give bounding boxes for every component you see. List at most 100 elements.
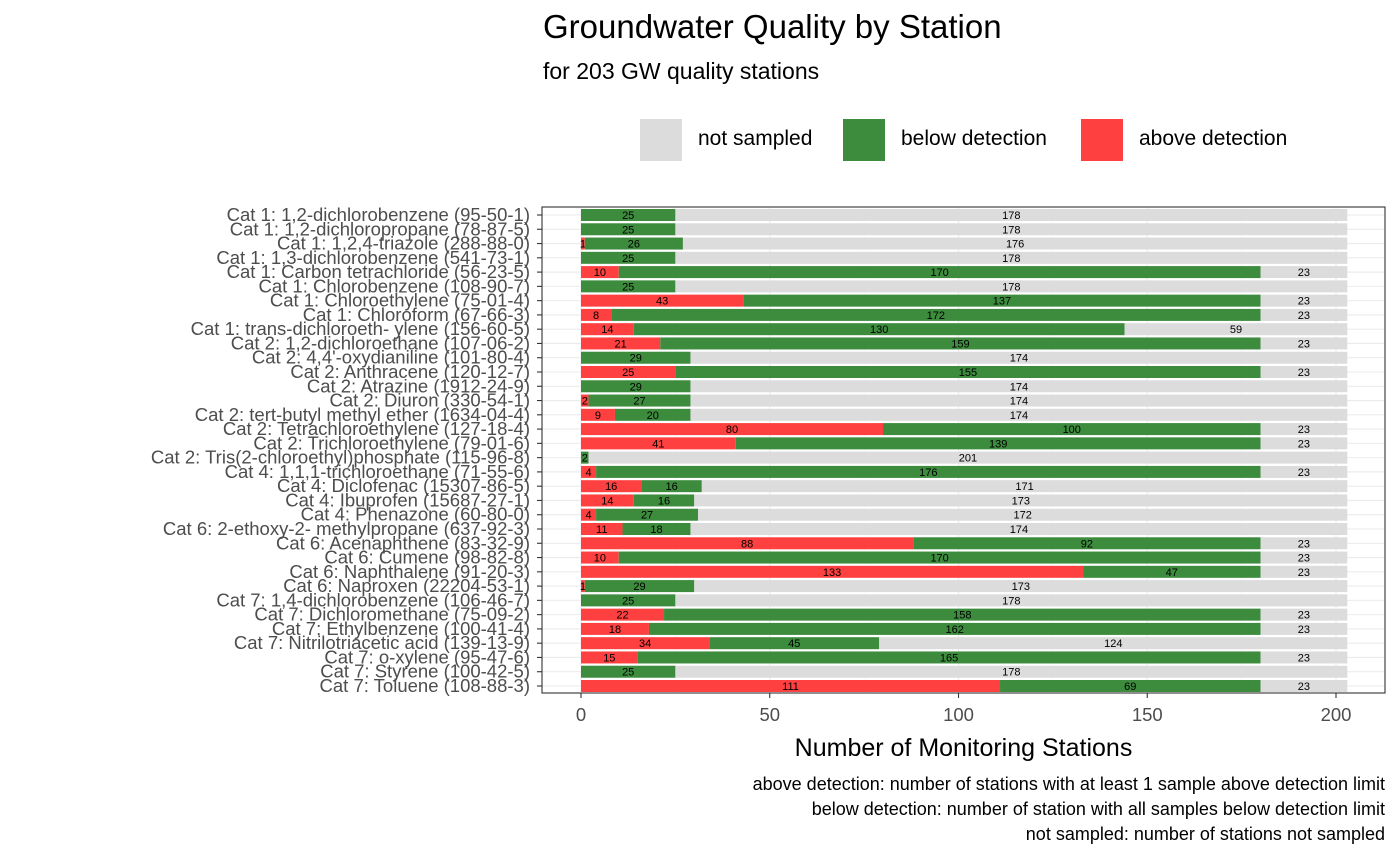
y-tick-label: Cat 7: 1,4-dichlorobenzene (106-46-7) (216, 589, 530, 610)
data-label-not-sampled: 178 (1002, 281, 1020, 293)
data-label-below-detection: 25 (622, 253, 634, 265)
x-tick-label: 200 (1321, 704, 1352, 725)
data-label-above-detection: 9 (595, 410, 601, 422)
bar-not-sampled (675, 665, 1348, 678)
bar-below-detection (581, 380, 691, 393)
data-label-below-detection: 172 (927, 310, 945, 322)
data-label-below-detection: 100 (1063, 424, 1081, 436)
bar-below-detection (641, 480, 702, 493)
bar-not-sampled (1260, 465, 1348, 478)
y-tick-label: Cat 2: Trichloroethylene (79-01-6) (253, 432, 530, 453)
bar-above-detection (581, 394, 589, 407)
y-tick-label: Cat 4: Diclofenac (15307-86-5) (277, 475, 530, 496)
bar-below-detection (588, 394, 691, 407)
data-label-not-sampled: 173 (1012, 495, 1030, 507)
legend-swatch-above-detection (1081, 119, 1123, 161)
y-tick-label: Cat 7: Dichloromethane (75-09-2) (254, 604, 530, 625)
bar-below-detection (618, 551, 1261, 564)
bar-not-sampled (675, 223, 1348, 236)
bar-not-sampled (675, 209, 1348, 221)
data-label-below-detection: 130 (870, 324, 888, 336)
y-tick-label: Cat 1: Chloroethylene (75-01-4) (270, 290, 530, 311)
data-label-not-sampled: 172 (1013, 510, 1031, 522)
legend-label-not-sampled: not sampled (698, 127, 813, 150)
data-label-above-detection: 88 (741, 538, 753, 550)
data-label-not-sampled: 23 (1298, 538, 1310, 550)
data-label-above-detection: 16 (605, 481, 617, 493)
data-label-not-sampled: 178 (1002, 595, 1020, 607)
data-label-not-sampled: 178 (1002, 224, 1020, 236)
bar-below-detection (584, 580, 695, 593)
bar-above-detection (581, 551, 619, 564)
bar-above-detection (581, 323, 634, 336)
data-label-not-sampled: 23 (1298, 681, 1310, 693)
data-label-above-detection: 21 (615, 338, 627, 350)
bar-above-detection (581, 337, 661, 350)
x-tick-label: 50 (759, 704, 780, 725)
bar-above-detection (581, 680, 1001, 692)
bar-not-sampled (1260, 366, 1348, 378)
bar-not-sampled (1260, 266, 1348, 279)
bar-below-detection (581, 351, 691, 364)
y-tick-label: Cat 7: Styrene (100-42-5) (320, 661, 530, 682)
x-tick-label: 0 (576, 704, 586, 725)
bar-above-detection (581, 608, 665, 621)
bar-below-detection (743, 294, 1261, 307)
data-label-below-detection: 29 (630, 353, 642, 365)
bar-below-detection (581, 280, 676, 293)
bar-above-detection (581, 651, 638, 664)
data-label-not-sampled: 23 (1298, 424, 1310, 436)
data-label-not-sampled: 23 (1298, 553, 1310, 565)
data-label-below-detection: 25 (622, 210, 634, 222)
y-tick-label: Cat 2: 4,4'-oxydianiline (101-80-4) (252, 347, 530, 368)
data-label-below-detection: 25 (622, 667, 634, 679)
bar-below-detection (633, 323, 1125, 336)
bar-below-detection (637, 651, 1261, 664)
bar-below-detection (660, 337, 1261, 350)
y-tick-label: Cat 1: 1,2-dichloropropane (78-87-5) (230, 218, 530, 239)
data-label-above-detection: 22 (616, 610, 628, 622)
legend-swatch-not-sampled (640, 119, 682, 161)
bar-above-detection (581, 637, 710, 650)
plot-border (541, 206, 1386, 694)
bar-not-sampled (1260, 294, 1348, 307)
bar-below-detection (614, 408, 691, 421)
y-tick-label: Cat 7: Nitrilotriacetic acid (139-13-9) (234, 632, 530, 653)
bar-below-detection (596, 465, 1261, 478)
data-label-not-sampled: 174 (1010, 353, 1028, 365)
data-label-below-detection: 155 (959, 367, 977, 379)
bar-not-sampled (675, 251, 1348, 264)
bar-above-detection (581, 237, 585, 250)
bar-not-sampled (690, 523, 1348, 535)
y-tick-label: Cat 6: Naphthalene (91-20-3) (289, 561, 530, 582)
bar-above-detection (581, 437, 736, 450)
bar-not-sampled (682, 237, 1348, 250)
data-label-not-sampled: 23 (1298, 652, 1310, 664)
legend-label-above-detection: above detection (1139, 127, 1288, 150)
data-label-below-detection: 170 (930, 553, 948, 565)
bar-above-detection (581, 480, 642, 493)
bar-below-detection (596, 508, 699, 521)
data-label-below-detection: 139 (989, 438, 1007, 450)
bar-not-sampled (690, 380, 1348, 393)
data-label-not-sampled: 174 (1010, 524, 1028, 536)
data-label-not-sampled: 23 (1298, 438, 1310, 450)
bar-below-detection (611, 308, 1261, 321)
y-tick-label: Cat 6: Acenaphthene (83-32-9) (276, 532, 530, 553)
y-tick-label: Cat 1: 1,2,4-triazole (288-88-0) (277, 233, 530, 254)
data-label-above-detection: 10 (594, 553, 606, 565)
data-label-not-sampled: 23 (1298, 367, 1310, 379)
data-label-below-detection: 16 (665, 481, 677, 493)
data-label-below-detection: 18 (650, 524, 662, 536)
bar-below-detection (584, 237, 683, 250)
y-tick-label: Cat 1: trans-dichloroeth- ylene (156-60-… (191, 318, 530, 339)
bar-below-detection (622, 523, 691, 535)
data-label-below-detection: 20 (647, 410, 659, 422)
data-label-not-sampled: 124 (1104, 638, 1122, 650)
y-tick-label: Cat 1: Chloroform (67-66-3) (303, 304, 530, 325)
caption-below-detection: below detection: number of station with … (811, 799, 1385, 819)
data-label-not-sampled: 23 (1298, 296, 1310, 308)
bar-not-sampled (690, 351, 1348, 364)
y-tick-label: Cat 4: Phenazone (60-80-0) (301, 504, 530, 525)
data-label-above-detection: 1 (580, 239, 586, 251)
